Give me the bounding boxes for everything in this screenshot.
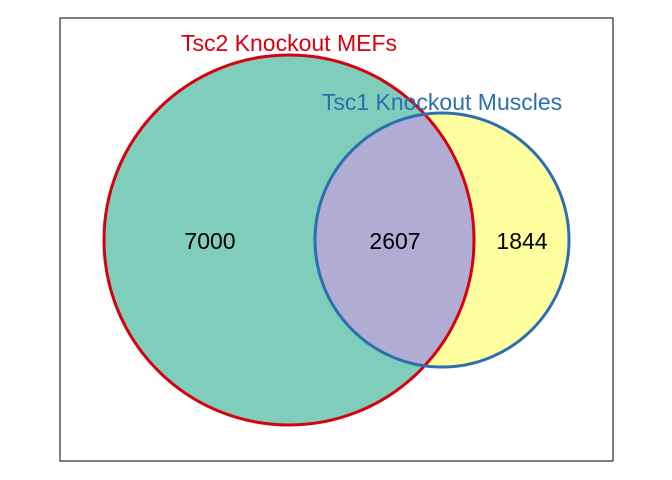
overlap-region-fill (315, 113, 474, 367)
tsc2-set-outline (102, 53, 476, 427)
tsc2-only-count: 7000 (184, 228, 235, 254)
tsc1-set-label: Tsc1 Knockout Muscles (322, 89, 562, 115)
tsc1-only-count: 1844 (496, 228, 547, 254)
tsc2-set-label: Tsc2 Knockout MEFs (181, 30, 397, 56)
overlap-count: 2607 (369, 228, 420, 254)
tsc1-set-outline (313, 111, 571, 369)
